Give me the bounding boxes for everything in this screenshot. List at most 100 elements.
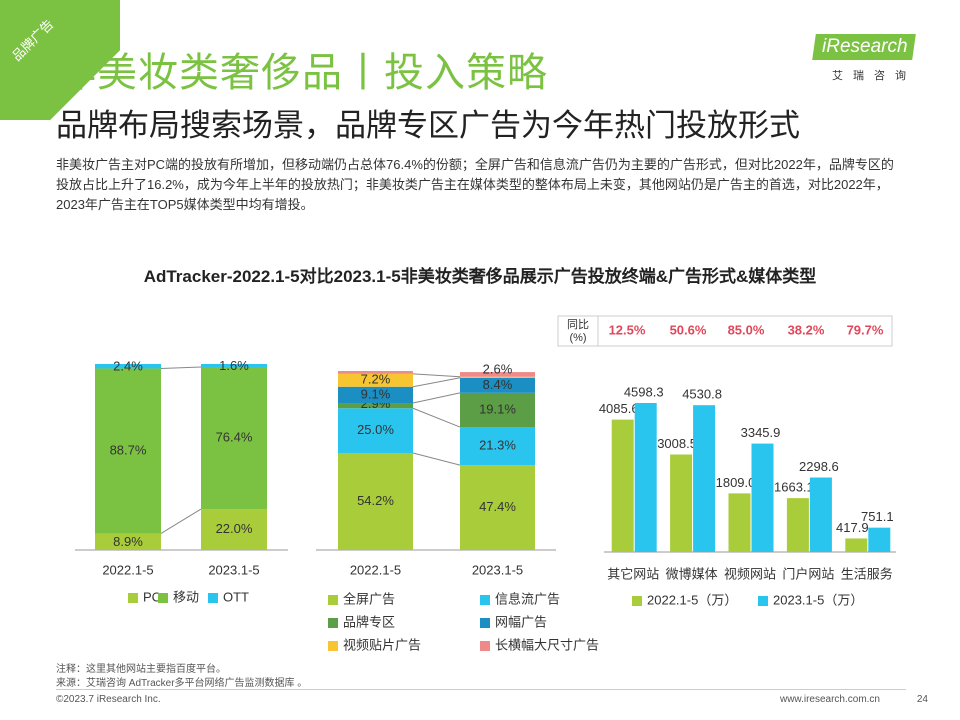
media-label-1-0: 4598.3 — [624, 384, 664, 399]
terminal-label-2-0: 2.4% — [113, 359, 143, 374]
format-connector-0 — [412, 452, 461, 466]
format-legend-2-swatch — [328, 618, 338, 628]
yoy-value-2: 85.0% — [728, 322, 765, 337]
format-bar-5-1 — [460, 372, 535, 377]
format-legend-0-swatch — [328, 595, 338, 605]
format-bar-2-0 — [338, 403, 413, 409]
terminal-bar-2-1 — [201, 364, 267, 367]
format-label-2-1: 19.1% — [479, 401, 516, 416]
format-category-1: 2023.1-5 — [472, 562, 523, 577]
page-number: 24 — [916, 694, 928, 705]
media-bar-0-2 — [728, 493, 751, 552]
copyright: ©2023.7 iResearch Inc. — [56, 694, 161, 705]
terminal-legend-1-swatch — [158, 593, 168, 603]
format-label-3-0: 9.1% — [361, 386, 391, 401]
format-legend-4-swatch — [328, 641, 338, 651]
format-legend-5-swatch — [480, 641, 490, 651]
format-bar-1-1 — [460, 427, 535, 466]
format-label-3-1: 8.4% — [483, 377, 513, 392]
yoy-label-line-0: 同比 — [567, 318, 589, 331]
media-bar-1-0 — [634, 403, 657, 552]
media-legend-1-swatch — [758, 596, 768, 606]
format-bar-4-0 — [338, 373, 413, 387]
media-label-1-2: 3345.9 — [741, 425, 781, 440]
format-legend-0-label: 全屏广告 — [343, 591, 395, 606]
terminal-label-0-0: 8.9% — [113, 534, 143, 549]
media-category-4: 生活服务 — [841, 566, 893, 581]
format-bar-3-1 — [460, 377, 535, 393]
format-label-5-1: 2.6% — [483, 362, 513, 377]
format-connector-4 — [412, 373, 461, 378]
format-category-0: 2022.1-5 — [350, 562, 401, 577]
yoy-value-3: 38.2% — [788, 322, 825, 337]
terminal-legend-2-swatch — [208, 593, 218, 603]
format-bar-0-1 — [460, 465, 535, 550]
terminal-category-1: 2023.1-5 — [208, 562, 259, 577]
terminal-legend-0-label: PC — [143, 589, 161, 604]
format-label-0-0: 54.2% — [357, 493, 394, 508]
logo-text: iResearch — [822, 36, 908, 57]
media-bar-1-1 — [693, 405, 716, 552]
media-label-1-4: 751.1 — [861, 509, 894, 524]
description: 非美妆广告主对PC端的投放有所增加，但移动端仍占总体76.4%的份额；全屏广告和… — [56, 157, 894, 212]
terminal-connector-1 — [160, 366, 202, 369]
media-bar-0-4 — [845, 538, 868, 552]
yoy-value-0: 12.5% — [609, 322, 646, 337]
format-legend-1-label: 信息流广告 — [495, 591, 560, 606]
format-label-4-0: 7.2% — [361, 372, 391, 387]
terminal-label-1-1: 76.4% — [216, 429, 253, 444]
logo-cn: 艾瑞咨询 — [832, 70, 916, 82]
yoy-table — [557, 315, 893, 347]
media-legend-1-label: 2023.1-5（万） — [773, 592, 863, 607]
media-legend-0-label: 2022.1-5（万） — [647, 592, 737, 607]
media-bar-0-3 — [786, 498, 809, 552]
format-bar-1-0 — [338, 408, 413, 453]
format-bar-4-1 — [460, 376, 535, 378]
media-label-0-3: 1663.1 — [774, 480, 814, 495]
media-label-0-0: 4085.6 — [599, 401, 639, 416]
media-label-1-1: 4530.8 — [682, 387, 722, 402]
format-bar-3-0 — [338, 386, 413, 404]
format-bar-5-0 — [338, 371, 413, 374]
footer-divider — [56, 689, 906, 690]
format-label-1-0: 25.0% — [357, 422, 394, 437]
website: www.iresearch.com.cn — [779, 694, 880, 705]
terminal-category-0: 2022.1-5 — [102, 562, 153, 577]
media-legend-0-swatch — [632, 596, 642, 606]
yoy-label-line-1: (%) — [569, 332, 586, 344]
media-category-0: 其它网站 — [607, 566, 659, 581]
format-connector-1 — [412, 407, 461, 428]
terminal-bar-0-0 — [95, 533, 161, 550]
media-category-1: 微博媒体 — [666, 566, 718, 581]
format-connector-2 — [412, 392, 461, 404]
terminal-bar-1-0 — [95, 368, 161, 534]
format-legend-2-label: 品牌专区 — [343, 614, 395, 629]
terminal-label-0-1: 22.0% — [216, 521, 253, 536]
media-bar-1-3 — [809, 477, 832, 552]
terminal-label-1-0: 88.7% — [110, 442, 147, 457]
media-label-0-2: 1809.0 — [716, 475, 756, 490]
format-label-1-1: 21.3% — [479, 438, 516, 453]
format-legend-1-swatch — [480, 595, 490, 605]
media-category-3: 门户网站 — [782, 566, 834, 581]
footnote: 注释：这里其他网站主要指百度平台。 — [56, 664, 226, 675]
yoy-value-1: 50.6% — [670, 322, 707, 337]
media-bar-0-1 — [670, 454, 693, 552]
chart-main-title: AdTracker-2022.1-5对比2023.1-5非美妆类奢侈品展示广告投… — [143, 267, 817, 286]
format-legend-3-swatch — [480, 618, 490, 628]
page-title: 非美妆类奢侈品丨投入策略 — [56, 51, 548, 95]
terminal-bar-0-1 — [201, 509, 267, 550]
page-subtitle: 品牌布局搜索场景，品牌专区广告为今年热门投放形式 — [56, 108, 800, 143]
iresearch-logo: iResearch 艾瑞咨询 — [812, 34, 924, 84]
format-bar-2-1 — [460, 392, 535, 428]
format-connector-3 — [412, 377, 461, 388]
media-label-0-4: 417.9 — [836, 520, 869, 535]
terminal-legend-0-swatch — [128, 593, 138, 603]
terminal-legend-2-label: OTT — [223, 589, 249, 604]
format-label-0-1: 47.4% — [479, 499, 516, 514]
terminal-legend-1-label: 移动 — [173, 589, 199, 604]
format-legend-4-label: 视频贴片广告 — [343, 637, 421, 652]
terminal-label-2-1: 1.6% — [219, 358, 249, 373]
media-label-0-1: 3008.5 — [657, 436, 697, 451]
